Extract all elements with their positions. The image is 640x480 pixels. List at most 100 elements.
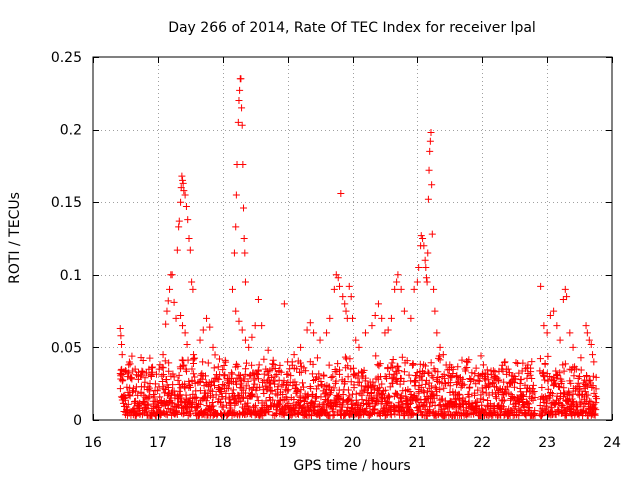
x-tick-label: 24 [603, 435, 621, 451]
data-point [290, 396, 298, 404]
data-point [407, 314, 415, 322]
data-point [153, 387, 161, 395]
data-point [167, 391, 175, 399]
data-point [326, 314, 334, 322]
data-point [304, 392, 312, 400]
data-point [398, 353, 406, 361]
data-point [370, 386, 378, 394]
data-point [310, 403, 318, 411]
data-point [560, 390, 568, 398]
data-point [269, 396, 277, 404]
data-point [426, 147, 434, 155]
data-point [148, 364, 156, 372]
data-point [360, 366, 368, 374]
data-point [294, 410, 302, 418]
data-point [541, 360, 549, 368]
data-point [279, 396, 287, 404]
data-point [436, 401, 444, 409]
data-point [422, 274, 430, 282]
data-point [424, 249, 432, 257]
data-point [237, 75, 245, 83]
data-point [206, 323, 214, 331]
data-point [339, 293, 347, 301]
data-point [569, 343, 577, 351]
data-point [173, 246, 181, 254]
data-point [433, 392, 441, 400]
data-point [464, 409, 472, 417]
data-point [249, 369, 257, 377]
data-point [362, 374, 370, 382]
data-point [137, 371, 145, 379]
data-point [372, 396, 380, 404]
data-point [527, 387, 535, 395]
data-point [422, 264, 430, 272]
data-point [474, 386, 482, 394]
data-point [179, 357, 187, 365]
data-point [294, 409, 302, 417]
data-point [519, 359, 527, 367]
data-point [357, 382, 365, 390]
data-point [389, 356, 397, 364]
chart-title: Day 266 of 2014, Rate Of TEC Index for r… [168, 20, 536, 36]
data-point [428, 181, 436, 189]
data-point [345, 282, 353, 290]
data-point [500, 396, 508, 404]
data-point [177, 394, 185, 402]
data-point [560, 384, 568, 392]
data-point [385, 393, 393, 401]
data-point [513, 394, 521, 402]
data-point [317, 393, 325, 401]
data-point [565, 387, 573, 395]
data-point [400, 377, 408, 385]
data-point [460, 381, 468, 389]
data-point [561, 360, 569, 368]
data-point [287, 372, 295, 380]
data-point [567, 379, 575, 387]
data-point [190, 370, 198, 378]
y-tick-label: 0.2 [60, 123, 82, 139]
data-point [419, 387, 427, 395]
data-point [541, 376, 549, 384]
data-point [134, 375, 142, 383]
data-point [589, 351, 597, 359]
data-point [495, 376, 503, 384]
data-point [592, 399, 600, 407]
data-point [271, 380, 279, 388]
data-point [488, 389, 496, 397]
data-point [550, 381, 558, 389]
data-point [189, 360, 197, 368]
data-point [183, 367, 191, 375]
data-point [165, 367, 173, 375]
data-point [577, 354, 585, 362]
data-point [190, 351, 198, 359]
data-point [175, 387, 183, 395]
data-point [327, 373, 335, 381]
data-point [341, 300, 349, 308]
data-point [525, 400, 533, 408]
data-point [237, 372, 245, 380]
data-point [436, 343, 444, 351]
data-point [593, 395, 601, 403]
data-point [208, 387, 216, 395]
data-point [260, 355, 268, 363]
data-point [376, 360, 384, 368]
data-point [477, 352, 485, 360]
data-point [211, 351, 219, 359]
data-point [519, 393, 527, 401]
data-point [240, 393, 248, 401]
data-point [412, 378, 420, 386]
x-tick-label: 19 [279, 435, 297, 451]
data-point [384, 392, 392, 400]
data-point [445, 404, 453, 412]
data-point [446, 361, 454, 369]
data-point [428, 230, 436, 238]
data-point [254, 367, 262, 375]
data-point [436, 356, 444, 364]
data-point [320, 399, 328, 407]
data-point [174, 376, 182, 384]
data-point [119, 376, 127, 384]
data-point [207, 381, 215, 389]
data-point [563, 396, 571, 404]
data-point [219, 366, 227, 374]
data-point [314, 382, 322, 390]
